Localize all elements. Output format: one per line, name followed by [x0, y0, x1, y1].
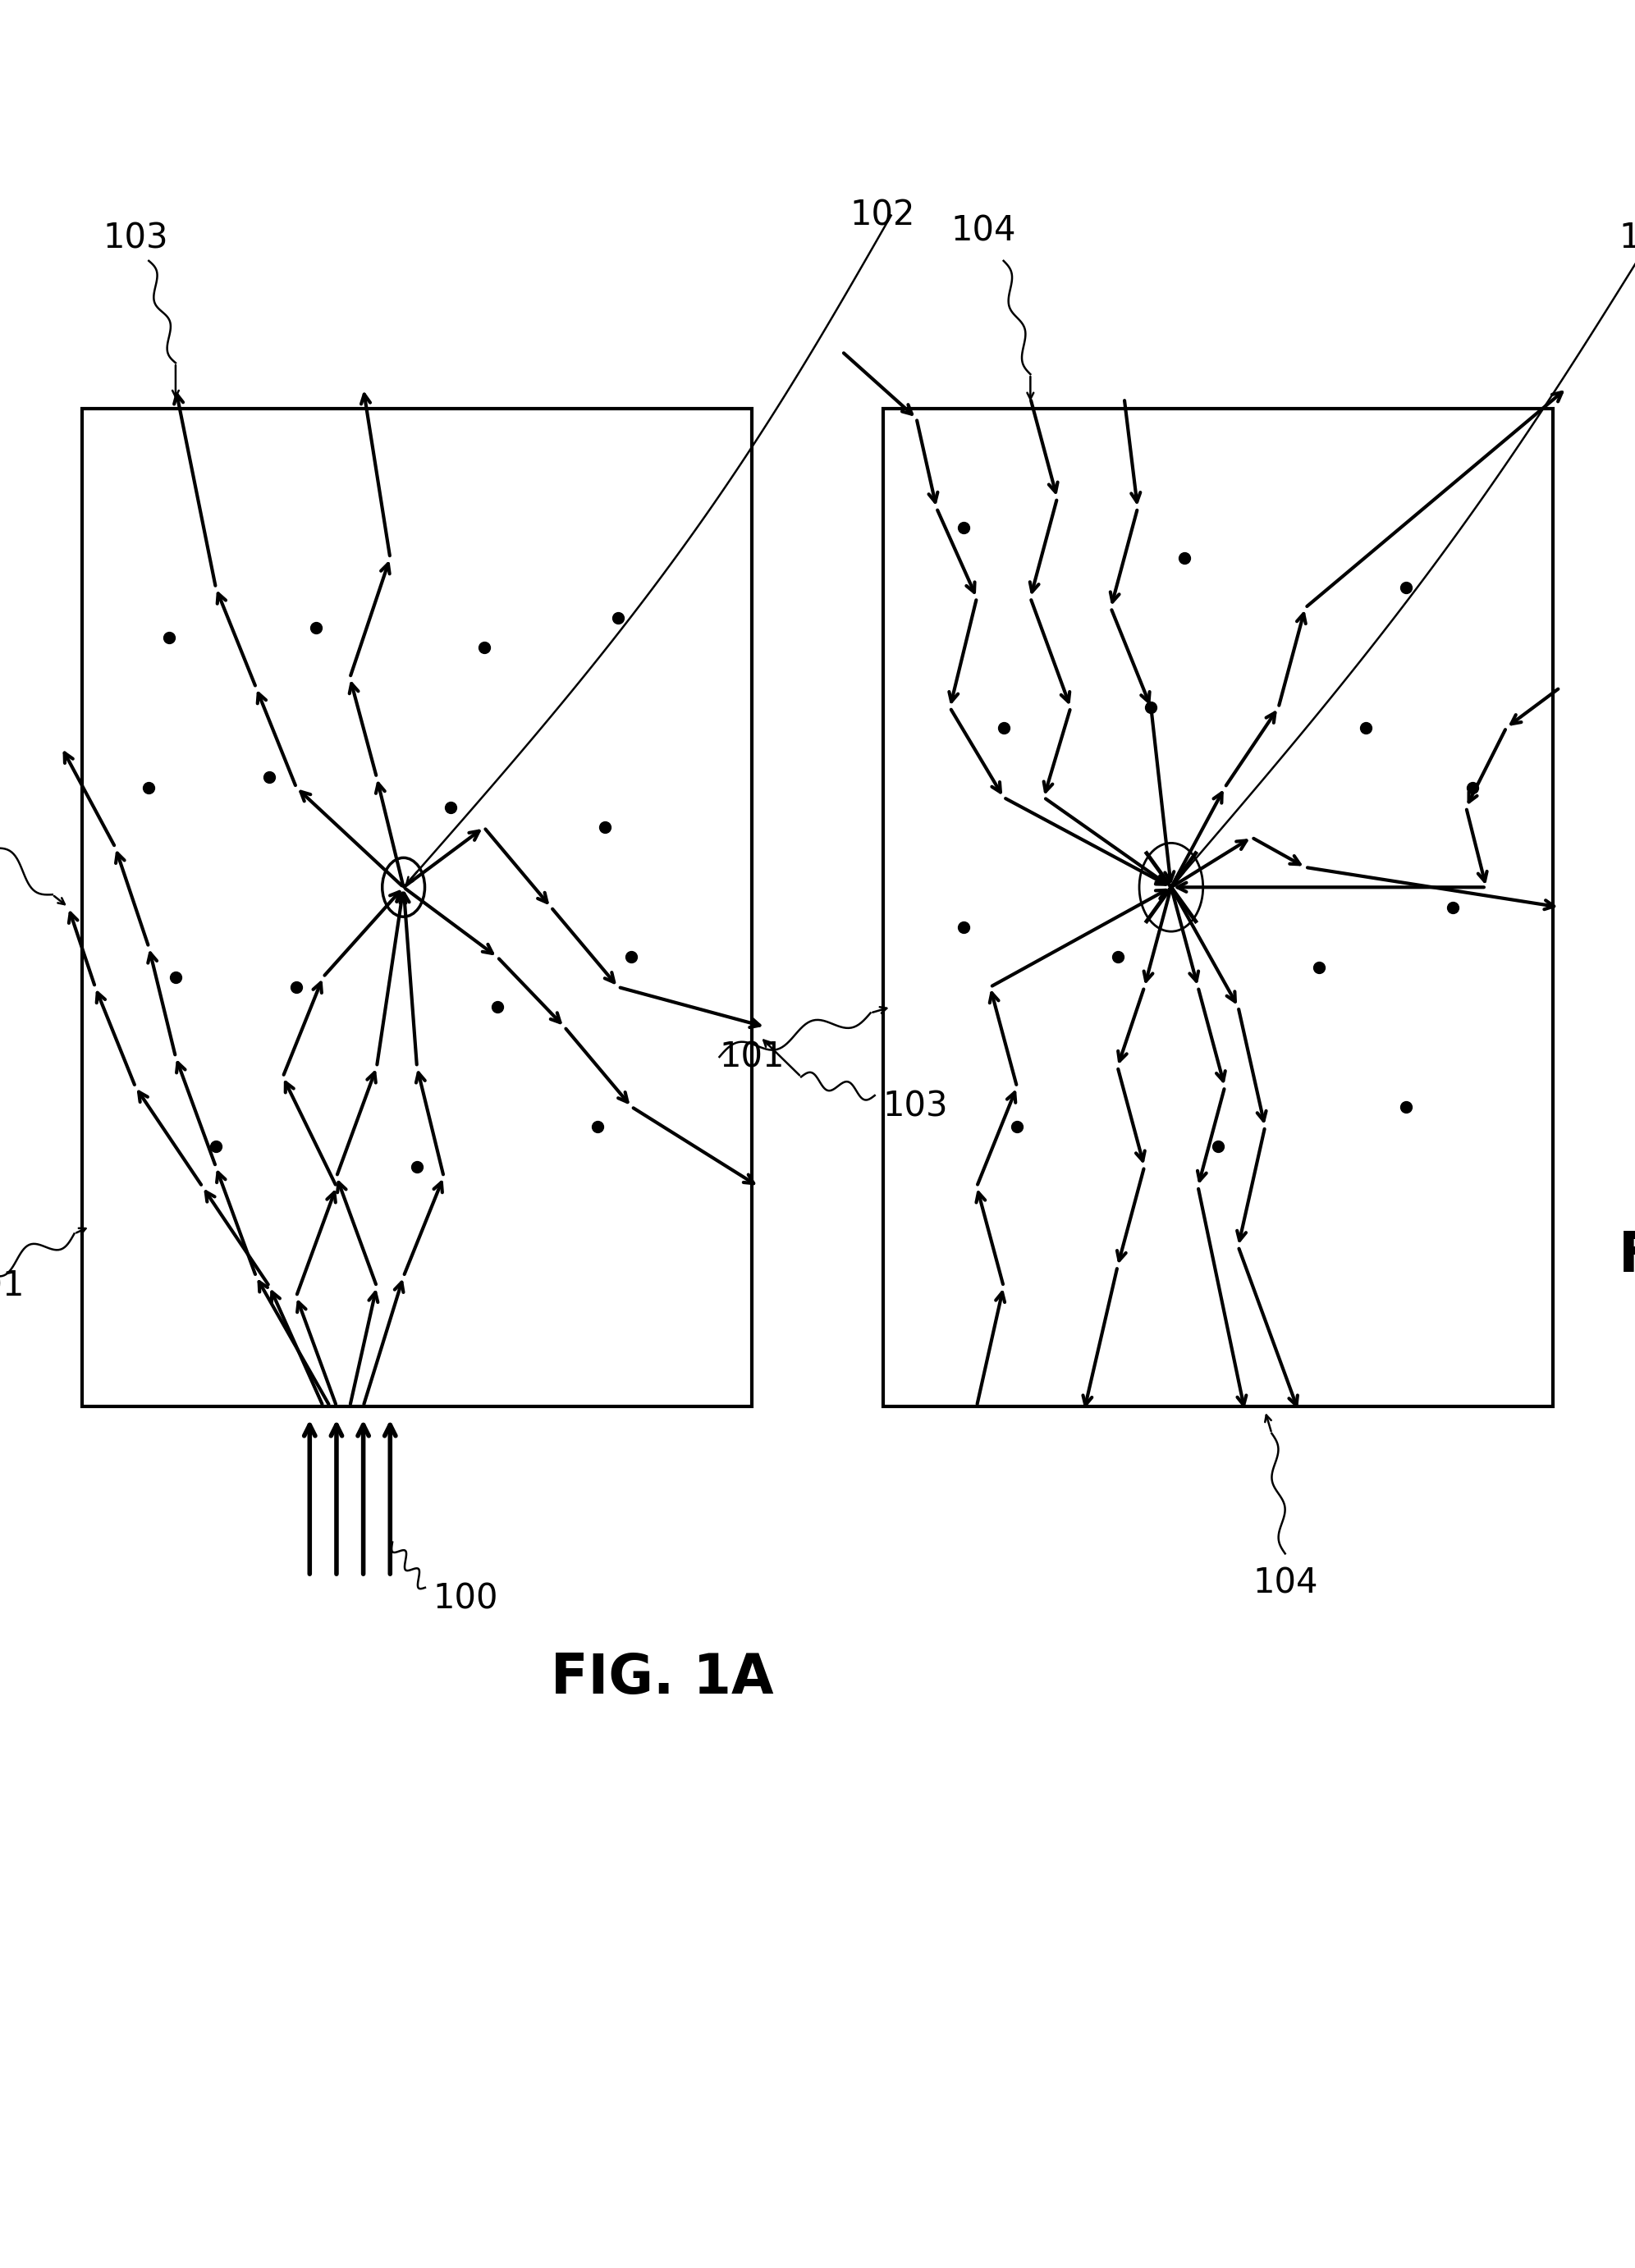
Text: 102: 102	[1619, 220, 1635, 256]
Text: FIG. 1A: FIG. 1A	[551, 1651, 773, 1706]
Text: 101: 101	[0, 1270, 25, 1304]
Text: 103: 103	[103, 220, 168, 256]
Bar	[82, 408, 752, 1406]
Text: 104: 104	[1252, 1565, 1318, 1601]
Text: 104: 104	[952, 213, 1015, 249]
Text: 102: 102	[850, 197, 916, 234]
Text: 101: 101	[719, 1039, 785, 1075]
Text: FIG. 1B: FIG. 1B	[1619, 1229, 1635, 1284]
Bar	[883, 408, 1553, 1406]
Text: 103: 103	[883, 1089, 948, 1125]
Text: 100: 100	[433, 1581, 499, 1617]
